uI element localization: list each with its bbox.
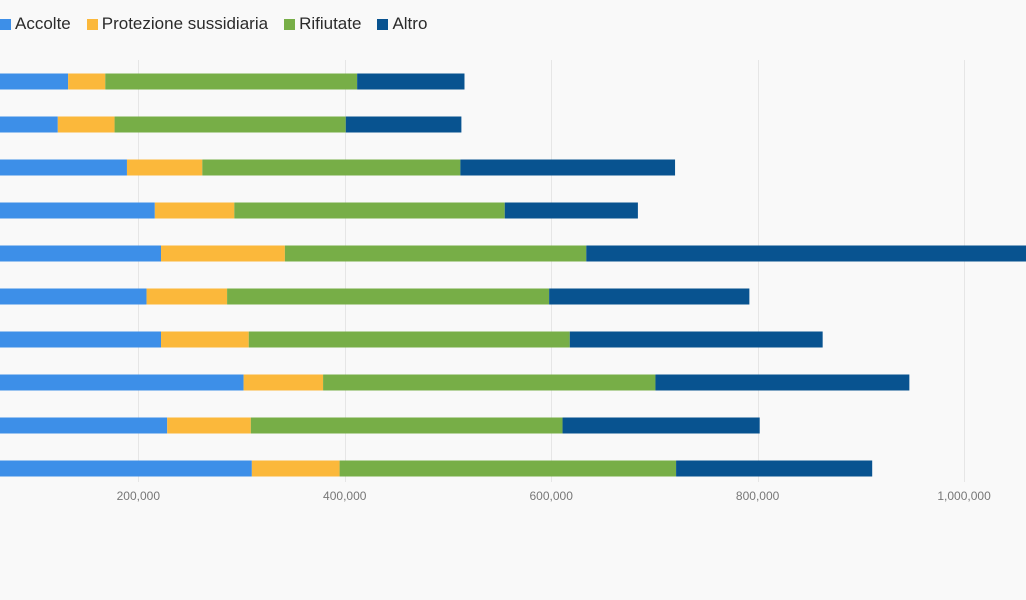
- bar-segment-protezione-sussidiaria[interactable]: [251, 460, 340, 477]
- bar-segment-altro[interactable]: [549, 288, 750, 305]
- bar-segment-accolte[interactable]: [0, 116, 58, 133]
- legend-label-protezione-sussidiaria: Protezione sussidiaria: [101, 14, 269, 33]
- bar-segment-protezione-sussidiaria[interactable]: [126, 159, 203, 176]
- bar-segment-protezione-sussidiaria[interactable]: [154, 202, 235, 219]
- bar-segment-altro[interactable]: [460, 159, 676, 176]
- bar-segment-protezione-sussidiaria[interactable]: [57, 116, 115, 133]
- bar-segment-rifiutate[interactable]: [105, 73, 358, 90]
- x-tick-label: 800,000: [736, 489, 780, 503]
- bar-segment-rifiutate[interactable]: [234, 202, 505, 219]
- x-tick-label: 600,000: [529, 489, 573, 503]
- bar-segment-protezione-sussidiaria[interactable]: [243, 374, 324, 391]
- bar-segment-accolte[interactable]: [0, 331, 162, 348]
- legend-swatch-protezione-sussidiaria: [86, 18, 98, 30]
- bar-segment-protezione-sussidiaria[interactable]: [167, 417, 251, 434]
- bar-segment-altro[interactable]: [676, 460, 873, 477]
- bar-segment-protezione-sussidiaria[interactable]: [146, 288, 228, 305]
- bar-segment-rifiutate[interactable]: [339, 460, 677, 477]
- x-tick-label: 400,000: [323, 489, 367, 503]
- bar-segment-rifiutate[interactable]: [323, 374, 656, 391]
- bar-segment-altro[interactable]: [569, 331, 823, 348]
- legend-swatch-accolte: [0, 18, 11, 30]
- bar-segment-accolte[interactable]: [0, 159, 127, 176]
- legend-label-altro: Altro: [392, 14, 428, 33]
- legend-item-altro[interactable]: Altro: [377, 14, 427, 34]
- bar-segment-accolte[interactable]: [0, 73, 69, 90]
- chart-legend: Accolte Protezione sussidiaria Rifiutate…: [0, 12, 443, 36]
- legend-swatch-altro: [377, 18, 389, 30]
- bar-segment-accolte[interactable]: [0, 288, 147, 305]
- bar-segment-rifiutate[interactable]: [250, 417, 563, 434]
- bar-segment-accolte[interactable]: [0, 202, 155, 219]
- bar-segment-protezione-sussidiaria[interactable]: [68, 73, 106, 90]
- bar-segment-rifiutate[interactable]: [284, 245, 587, 262]
- bar-segment-altro[interactable]: [586, 245, 1026, 262]
- bar-segment-rifiutate[interactable]: [248, 331, 570, 348]
- x-tick-label: 200,000: [117, 489, 161, 503]
- bar-segment-rifiutate[interactable]: [227, 288, 550, 305]
- bar-segment-protezione-sussidiaria[interactable]: [161, 245, 285, 262]
- x-tick-label: 1,000,000: [937, 489, 991, 503]
- bar-segment-altro[interactable]: [504, 202, 638, 219]
- bar-segment-altro[interactable]: [345, 116, 462, 133]
- bar-segment-accolte[interactable]: [0, 460, 252, 477]
- legend-swatch-rifiutate: [284, 18, 296, 30]
- legend-item-rifiutate[interactable]: Rifiutate: [284, 14, 361, 34]
- bar-segment-accolte[interactable]: [0, 245, 162, 262]
- legend-item-protezione-sussidiaria[interactable]: Protezione sussidiaria: [86, 14, 269, 34]
- bar-segment-rifiutate[interactable]: [202, 159, 461, 176]
- bar-segment-rifiutate[interactable]: [114, 116, 346, 133]
- bar-segment-altro[interactable]: [357, 73, 465, 90]
- bar-segment-altro[interactable]: [655, 374, 910, 391]
- bar-segment-accolte[interactable]: [0, 417, 168, 434]
- bar-segment-altro[interactable]: [562, 417, 760, 434]
- bar-segment-protezione-sussidiaria[interactable]: [161, 331, 249, 348]
- bar-segment-accolte[interactable]: [0, 374, 244, 391]
- legend-label-rifiutate: Rifiutate: [299, 14, 362, 33]
- legend-label-accolte: Accolte: [15, 14, 71, 33]
- legend-item-accolte[interactable]: Accolte: [0, 14, 71, 34]
